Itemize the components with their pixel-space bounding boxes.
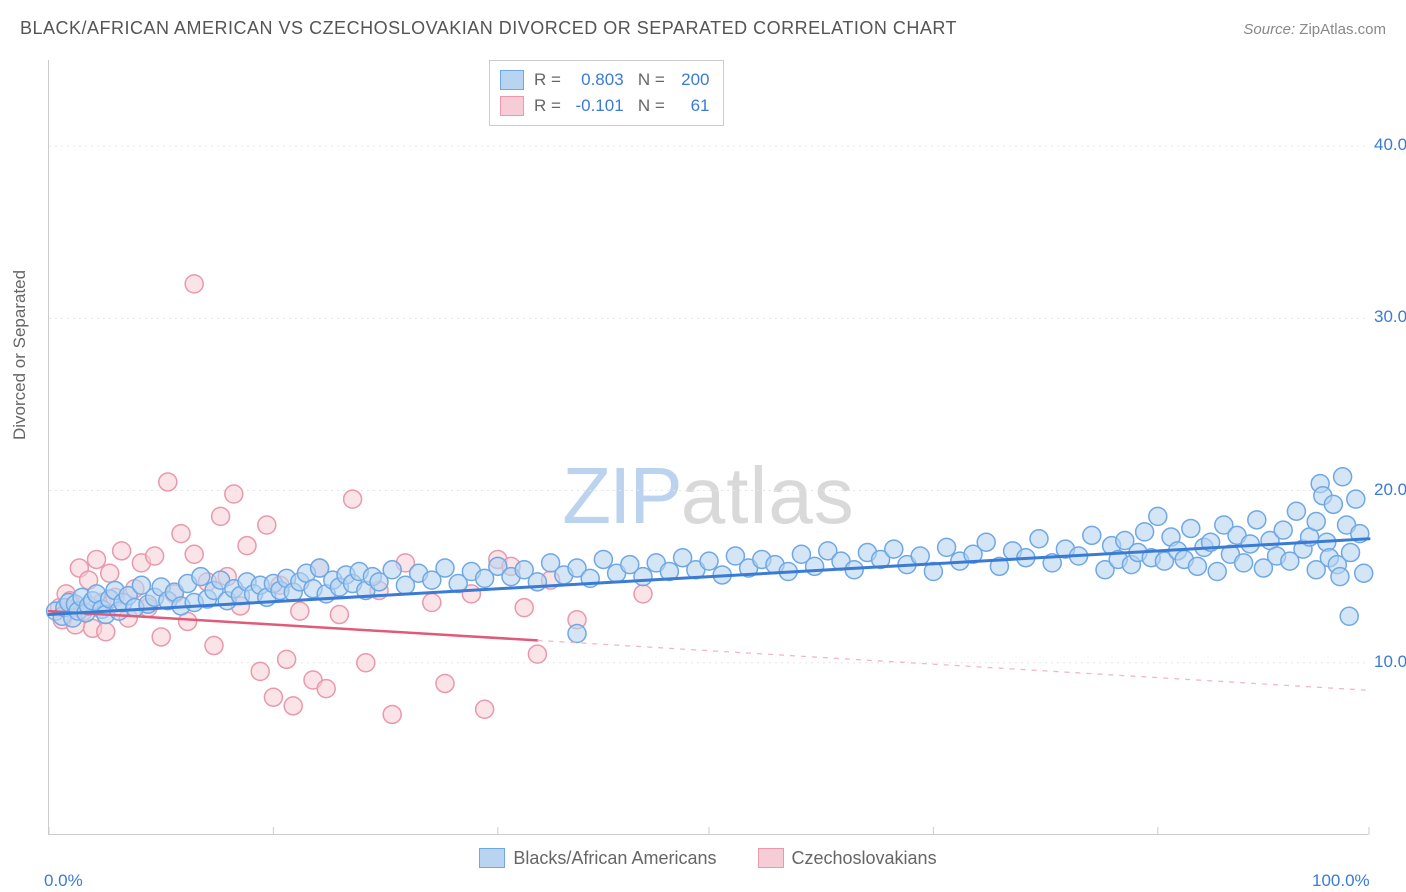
legend-bottom: Blacks/African Americans Czechoslovakian… bbox=[48, 848, 1368, 874]
stat-n-blue: 200 bbox=[669, 67, 709, 93]
axis-tick-label: 20.0% bbox=[1374, 480, 1406, 500]
axis-tick-label: 40.0% bbox=[1374, 135, 1406, 155]
legend-stats-blue: R = 0.803 N = 200 bbox=[534, 67, 709, 93]
stat-r-blue: 0.803 bbox=[566, 67, 624, 93]
legend-swatch-pink bbox=[500, 96, 524, 116]
axis-tick-label: 10.0% bbox=[1374, 652, 1406, 672]
stat-n-pink: 61 bbox=[669, 93, 709, 119]
legend-label-blue: Blacks/African Americans bbox=[513, 848, 716, 869]
source-label: Source: bbox=[1243, 21, 1295, 38]
legend-swatch-blue-bottom bbox=[479, 848, 505, 868]
plot-area: ZIPatlas R = 0.803 N = 200 R = -0.101 N … bbox=[48, 60, 1368, 835]
legend-stats-row-blue: R = 0.803 N = 200 bbox=[500, 67, 709, 93]
legend-stats-row-pink: R = -0.101 N = 61 bbox=[500, 93, 709, 119]
legend-label-pink: Czechoslovakians bbox=[792, 848, 937, 869]
chart-title: BLACK/AFRICAN AMERICAN VS CZECHOSLOVAKIA… bbox=[20, 18, 957, 39]
axis-tick-label: 100.0% bbox=[1312, 871, 1370, 891]
source-credit: Source: ZipAtlas.com bbox=[1243, 21, 1386, 38]
y-axis-label: Divorced or Separated bbox=[10, 270, 30, 440]
axis-tick-label: 0.0% bbox=[44, 871, 83, 891]
legend-bottom-blue: Blacks/African Americans bbox=[479, 848, 716, 869]
source-name: ZipAtlas.com bbox=[1299, 21, 1386, 38]
legend-stats-box: R = 0.803 N = 200 R = -0.101 N = 61 bbox=[489, 60, 724, 126]
legend-swatch-pink-bottom bbox=[758, 848, 784, 868]
axis-tick-label: 30.0% bbox=[1374, 307, 1406, 327]
plot-wrap: ZIPatlas R = 0.803 N = 200 R = -0.101 N … bbox=[48, 60, 1368, 835]
legend-swatch-blue bbox=[500, 70, 524, 90]
title-bar: BLACK/AFRICAN AMERICAN VS CZECHOSLOVAKIA… bbox=[20, 18, 1386, 39]
legend-bottom-pink: Czechoslovakians bbox=[758, 848, 937, 869]
chart-svg bbox=[49, 60, 1369, 835]
legend-stats-pink: R = -0.101 N = 61 bbox=[534, 93, 709, 119]
stat-r-pink: -0.101 bbox=[566, 93, 624, 119]
